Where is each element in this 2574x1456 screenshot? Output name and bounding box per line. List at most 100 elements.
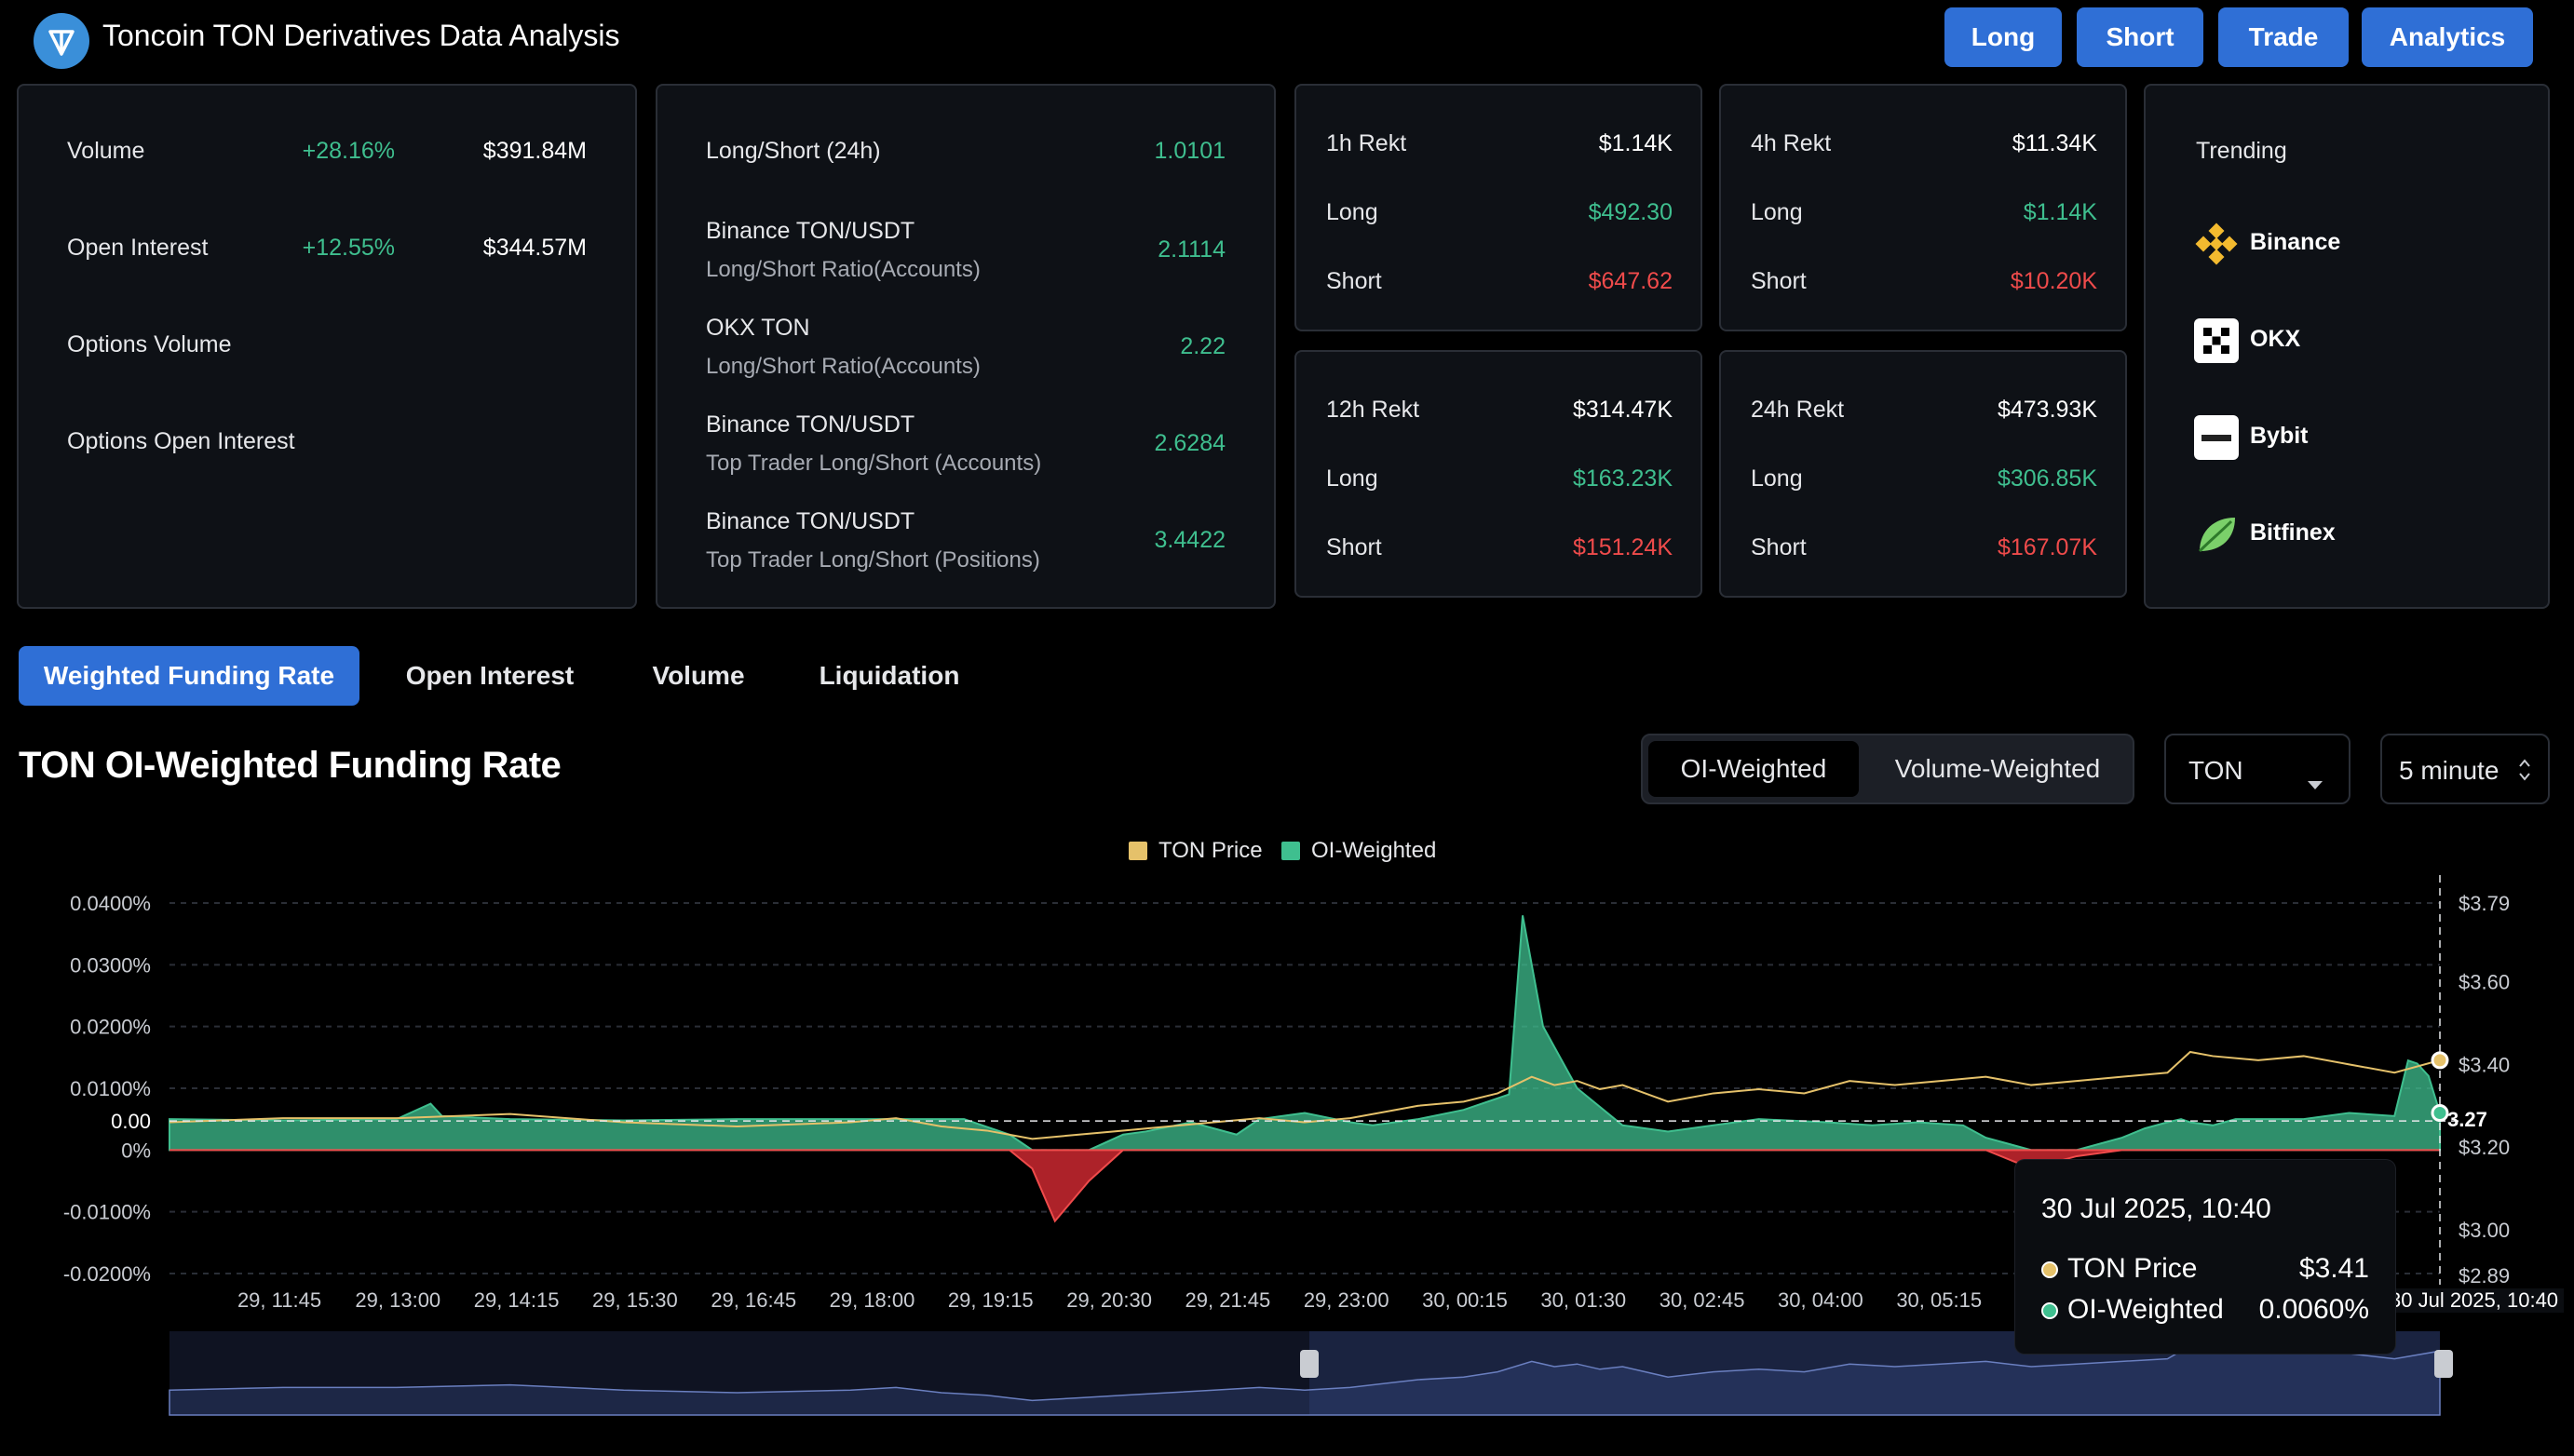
oi-marker bbox=[2431, 1104, 2449, 1123]
long-button[interactable]: Long bbox=[1944, 7, 2062, 67]
rekt-label: 12h Rekt bbox=[1326, 397, 1420, 423]
legend-item-oi[interactable]: OI-Weighted bbox=[1281, 838, 1436, 864]
bybit-icon bbox=[2194, 415, 2239, 466]
trending-item-label: OKX bbox=[2250, 326, 2301, 352]
oi-weighted-positive-area bbox=[169, 915, 2441, 1152]
rekt-1h-card: 1h Rekt $1.14K Long $492.30 Short $647.62 bbox=[1294, 84, 1702, 331]
ratio-sublabel: Long/Short Ratio(Accounts) bbox=[706, 354, 981, 379]
tooltip-oi-label: OI-Weighted bbox=[2067, 1294, 2224, 1325]
long-short-ratio-card: Long/Short (24h) 1.0101 Binance TON/USDT… bbox=[656, 84, 1276, 609]
legend-swatch-price bbox=[1129, 842, 1147, 860]
x-tick-label: 29, 11:45 bbox=[237, 1288, 321, 1312]
legend-item-price[interactable]: TON Price bbox=[1129, 838, 1263, 864]
volume-label: Volume bbox=[67, 138, 145, 164]
trending-item-label: Bybit bbox=[2250, 423, 2309, 449]
rekt-short-value: $151.24K bbox=[1572, 534, 1673, 560]
x-tick-label: 30, 01:30 bbox=[1540, 1288, 1626, 1312]
y-left-tick-label: 0.0200% bbox=[70, 1016, 151, 1039]
rekt-long-value: $163.23K bbox=[1572, 465, 1673, 492]
x-tick-label: 29, 21:45 bbox=[1185, 1288, 1271, 1312]
tab-volume[interactable]: Volume bbox=[652, 661, 745, 690]
rekt-short-value: $10.20K bbox=[2010, 268, 2097, 294]
volume-weighted-option[interactable]: Volume-Weighted bbox=[1894, 754, 2101, 783]
options-volume-row: Options Volume bbox=[67, 331, 587, 387]
tab-open-interest[interactable]: Open Interest bbox=[405, 661, 575, 690]
y-left-tick-label: 0.0400% bbox=[70, 892, 151, 915]
trade-button[interactable]: Trade bbox=[2218, 7, 2349, 67]
trending-item-okx[interactable]: OKX bbox=[2194, 318, 2499, 365]
rekt-short-value: $647.62 bbox=[1588, 268, 1673, 294]
rekt-long-row: Long $163.23K bbox=[1326, 465, 1673, 521]
rekt-long-row: Long $306.85K bbox=[1751, 465, 2097, 521]
rekt-label: 24h Rekt bbox=[1751, 397, 1845, 423]
crosshair-y-label: 3.27 bbox=[2447, 1108, 2487, 1131]
rekt-12h-card: 12h Rekt $314.47K Long $163.23K Short $151.… bbox=[1294, 350, 1702, 598]
ratio-row: Binance TON/USDT Top Trader Long/Short (… bbox=[706, 411, 1226, 476]
toncoin-logo-icon bbox=[34, 13, 89, 69]
tab-weighted-funding-rate[interactable]: Weighted Funding Rate bbox=[19, 646, 359, 706]
ratio-label: OKX TON bbox=[706, 315, 810, 341]
oi-dot-icon bbox=[2041, 1302, 2058, 1320]
bitfinex-icon bbox=[2194, 512, 2239, 563]
y-left-tick-label: 0.0300% bbox=[70, 953, 151, 977]
rekt-short-row: Short $10.20K bbox=[1751, 268, 2097, 324]
coin-select[interactable]: TON bbox=[2164, 734, 2350, 804]
x-tick-label: 29, 15:30 bbox=[592, 1288, 678, 1312]
rekt-total-row: 24h Rekt $473.93K bbox=[1751, 397, 2097, 452]
ratio-label: Binance TON/USDT bbox=[706, 508, 915, 534]
volume-value: $391.84M bbox=[482, 138, 587, 164]
rekt-total: $314.47K bbox=[1572, 397, 1673, 423]
legend-label: TON Price bbox=[1158, 838, 1263, 863]
tooltip-price-value: $3.41 bbox=[2298, 1253, 2369, 1284]
updown-chevron-icon bbox=[2518, 758, 2531, 789]
rekt-24h-card: 24h Rekt $473.93K Long $306.85K Short $167.… bbox=[1719, 350, 2127, 598]
caret-down-icon bbox=[2308, 767, 2323, 797]
y-right-tick-label: $3.79 bbox=[2459, 892, 2510, 915]
price-marker bbox=[2431, 1051, 2449, 1070]
chart-tooltip: 30 Jul 2025, 10:40 TON Price $3.41 OI-Wei… bbox=[2015, 1160, 2395, 1354]
y-right-tick-label: $3.00 bbox=[2459, 1219, 2510, 1242]
trending-title-row: Trending bbox=[2196, 138, 2499, 194]
trending-item-bybit[interactable]: Bybit bbox=[2194, 415, 2499, 462]
tooltip-time: 30 Jul 2025, 10:40 bbox=[2041, 1193, 2271, 1224]
rekt-short-row: Short $647.62 bbox=[1326, 268, 1673, 324]
rekt-total-row: 4h Rekt $11.34K bbox=[1751, 130, 2097, 186]
short-button[interactable]: Short bbox=[2077, 7, 2203, 67]
ratio-row: Long/Short (24h) 1.0101 bbox=[706, 138, 1226, 194]
okx-icon bbox=[2194, 318, 2239, 370]
tooltip-oi-value: 0.0060% bbox=[2258, 1294, 2369, 1325]
ratio-label: Long/Short (24h) bbox=[706, 138, 881, 164]
zoom-handle-right[interactable] bbox=[2434, 1350, 2453, 1378]
rekt-long-label: Long bbox=[1326, 465, 1378, 492]
tooltip-oi-row: OI-Weighted 0.0060% bbox=[2041, 1294, 2369, 1326]
x-tick-label: 30, 04:00 bbox=[1778, 1288, 1863, 1312]
tab-liquidation[interactable]: Liquidation bbox=[819, 661, 960, 690]
trending-item-label: Bitfinex bbox=[2250, 519, 2336, 546]
trending-item-bitfinex[interactable]: Bitfinex bbox=[2194, 512, 2499, 559]
coin-select-value: TON bbox=[2188, 756, 2243, 785]
tooltip-price-label: TON Price bbox=[2067, 1253, 2198, 1284]
tooltip-price-row: TON Price $3.41 bbox=[2041, 1253, 2369, 1285]
trending-item-binance[interactable]: Binance bbox=[2194, 222, 2499, 268]
overview-card: Volume +28.16% $391.84M Open Interest +1… bbox=[17, 84, 637, 609]
rekt-long-row: Long $492.30 bbox=[1326, 199, 1673, 255]
analytics-button[interactable]: Analytics bbox=[2362, 7, 2533, 67]
legend-label: OI-Weighted bbox=[1311, 838, 1437, 863]
header: Toncoin TON Derivatives Data Analysis Lo… bbox=[0, 0, 2574, 74]
y-left-tick-label: -0.0200% bbox=[63, 1262, 151, 1286]
interval-select-value: 5 minute bbox=[2399, 756, 2499, 785]
rekt-total: $1.14K bbox=[1598, 130, 1673, 156]
rekt-long-label: Long bbox=[1751, 199, 1803, 225]
interval-select[interactable]: 5 minute bbox=[2380, 734, 2550, 804]
trending-item-label: Binance bbox=[2250, 229, 2341, 255]
x-tick-label: 29, 16:45 bbox=[711, 1288, 796, 1312]
ratio-value: 3.4422 bbox=[1154, 527, 1226, 553]
ratio-row: OKX TON Long/Short Ratio(Accounts) 2.22 bbox=[706, 315, 1226, 379]
zoom-handle-left[interactable] bbox=[1300, 1350, 1319, 1378]
binance-icon bbox=[2194, 222, 2239, 273]
rekt-total: $11.34K bbox=[2012, 130, 2097, 156]
rekt-short-row: Short $151.24K bbox=[1326, 534, 1673, 590]
ratio-sublabel: Top Trader Long/Short (Positions) bbox=[706, 547, 1040, 573]
rekt-short-label: Short bbox=[1326, 268, 1382, 294]
oi-weighted-option[interactable]: OI-Weighted bbox=[1648, 741, 1859, 797]
